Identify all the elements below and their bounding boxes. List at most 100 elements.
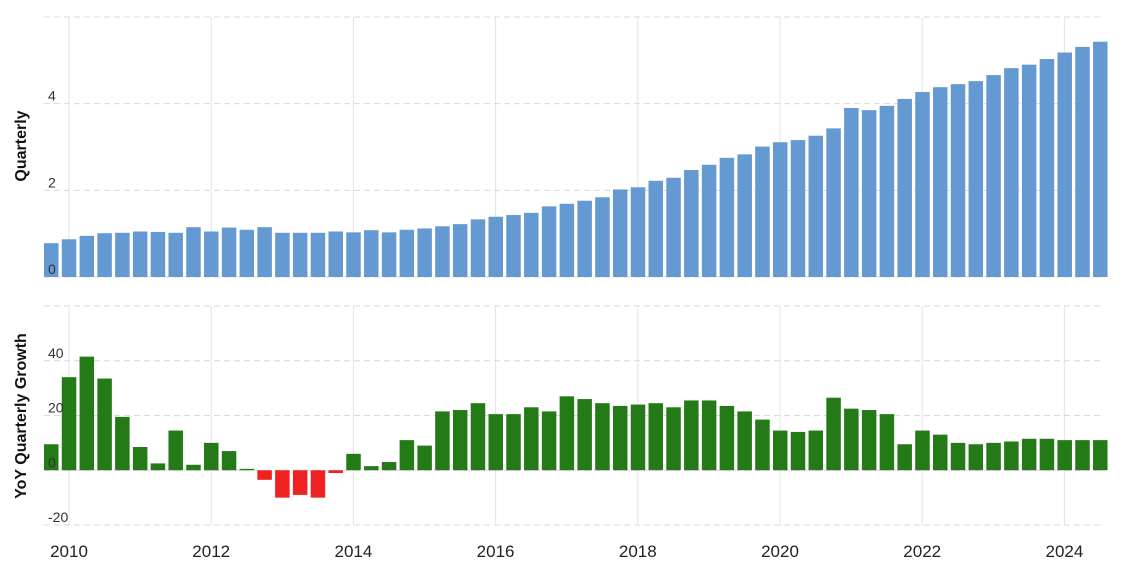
growth-bar-positive	[364, 466, 379, 471]
growth-bar-positive	[488, 414, 503, 471]
quarterly-bar	[435, 226, 450, 277]
growth-bar-positive	[719, 405, 735, 471]
quarterly-bar	[346, 232, 361, 277]
quarterly-bar	[115, 232, 130, 277]
quarterly-bar	[790, 140, 806, 277]
quarterly-bar	[595, 197, 610, 277]
quarterly-bar	[328, 231, 343, 277]
growth-bar-positive	[150, 463, 166, 471]
quarterly-bar	[168, 232, 183, 277]
growth-bar-positive	[61, 377, 77, 471]
growth-bar-positive	[684, 400, 699, 471]
growth-bar-positive	[132, 446, 148, 471]
quarterly-bar	[150, 231, 166, 277]
quarterly-bar	[684, 169, 699, 277]
quarterly-bar	[986, 75, 1001, 277]
quarterly-bar	[79, 235, 95, 277]
growth-bar-positive	[346, 453, 361, 471]
growth-bar-negative	[310, 470, 326, 498]
quarterly-bar	[417, 228, 432, 277]
quarterly-bar	[701, 164, 717, 277]
quarterly-bar	[755, 146, 770, 277]
quarterly-bar	[310, 232, 326, 277]
quarterly-bar	[612, 189, 628, 277]
quarterly-bar	[737, 154, 752, 277]
growth-bar-positive	[115, 416, 130, 471]
x-tick-label: 2014	[334, 542, 372, 561]
quarterly-bar	[1039, 59, 1055, 278]
top-y-tick-label: 2	[48, 174, 56, 190]
quarterly-bar	[1057, 52, 1072, 278]
x-tick-label: 2018	[619, 542, 657, 561]
quarterly-bar	[559, 203, 575, 277]
quarterly-bar	[186, 227, 201, 277]
growth-bar-positive	[790, 431, 806, 471]
growth-bar-positive	[1004, 441, 1019, 471]
quarterly-bar	[719, 157, 735, 277]
quarterly-bar	[452, 224, 468, 277]
bottom-y-tick-label: 20	[48, 400, 64, 416]
growth-bar-positive	[897, 444, 912, 471]
growth-bar-positive	[861, 410, 877, 471]
quarterly-bar	[541, 206, 557, 277]
quarterly-bar	[44, 243, 59, 277]
growth-bar-positive	[399, 440, 415, 471]
growth-bar-positive	[1039, 438, 1055, 471]
growth-bar-negative	[275, 470, 290, 498]
quarterly-bar	[950, 84, 966, 278]
quarterly-bar	[577, 200, 592, 277]
bottom-y-tick-label: -20	[48, 509, 68, 525]
growth-bar-positive	[577, 399, 592, 471]
growth-bar-positive	[915, 430, 930, 471]
growth-bar-negative	[328, 470, 343, 473]
growth-bar-positive	[879, 414, 895, 471]
quarterly-bar	[861, 110, 877, 278]
growth-bars	[44, 356, 1108, 498]
growth-bar-positive	[755, 419, 770, 471]
growth-bar-positive	[595, 403, 610, 471]
quarterly-bar	[648, 180, 664, 277]
quarterly-bar	[488, 216, 503, 277]
quarterly-bars	[44, 41, 1108, 278]
quarterly-bar	[399, 229, 415, 277]
quarterly-bar	[879, 105, 895, 277]
quarterly-bar	[666, 177, 681, 277]
growth-bar-positive	[1021, 438, 1037, 471]
growth-bar-positive	[186, 464, 201, 471]
growth-bar-positive	[221, 451, 237, 471]
growth-bar-negative	[292, 470, 308, 495]
bottom-y-tick-label: 40	[48, 345, 64, 361]
growth-bar-positive	[772, 430, 788, 471]
quarterly-bar	[204, 231, 219, 277]
quarterly-bar	[1021, 64, 1037, 278]
quarterly-bar	[97, 233, 112, 277]
growth-bar-positive	[648, 403, 664, 471]
x-tick-label: 2024	[1045, 542, 1083, 561]
quarterly-bar	[968, 81, 984, 277]
growth-bar-positive	[417, 445, 432, 471]
growth-bar-positive	[452, 410, 468, 471]
quarterly-bar	[292, 232, 308, 277]
growth-bar-positive	[737, 411, 752, 471]
growth-bar-positive	[79, 356, 95, 471]
growth-bar-positive	[1075, 440, 1090, 471]
quarterly-bar	[221, 227, 237, 277]
quarterly-bar	[257, 227, 272, 277]
growth-bar-negative	[257, 470, 272, 480]
top-y-tick-label: 4	[48, 88, 56, 104]
x-tick-label: 2012	[192, 542, 230, 561]
growth-bar-positive	[541, 411, 557, 471]
quarterly-bar	[933, 87, 948, 277]
growth-bar-positive	[506, 414, 521, 471]
labels-layer: 0 2 4 -20 0 20 40 2010 2012 2014 2016 2018 2020 2022 2…	[48, 88, 1083, 561]
bottom-y-axis-title: YoY Quarterly Growth	[13, 333, 30, 499]
growth-bar-positive	[1093, 440, 1108, 471]
bottom-y-tick-label: 0	[48, 454, 56, 470]
quarterly-bar	[826, 128, 841, 277]
growth-bar-positive	[381, 462, 397, 471]
quarterly-bar	[524, 212, 539, 277]
growth-bar-positive	[559, 396, 575, 471]
growth-bar-positive	[470, 403, 486, 471]
